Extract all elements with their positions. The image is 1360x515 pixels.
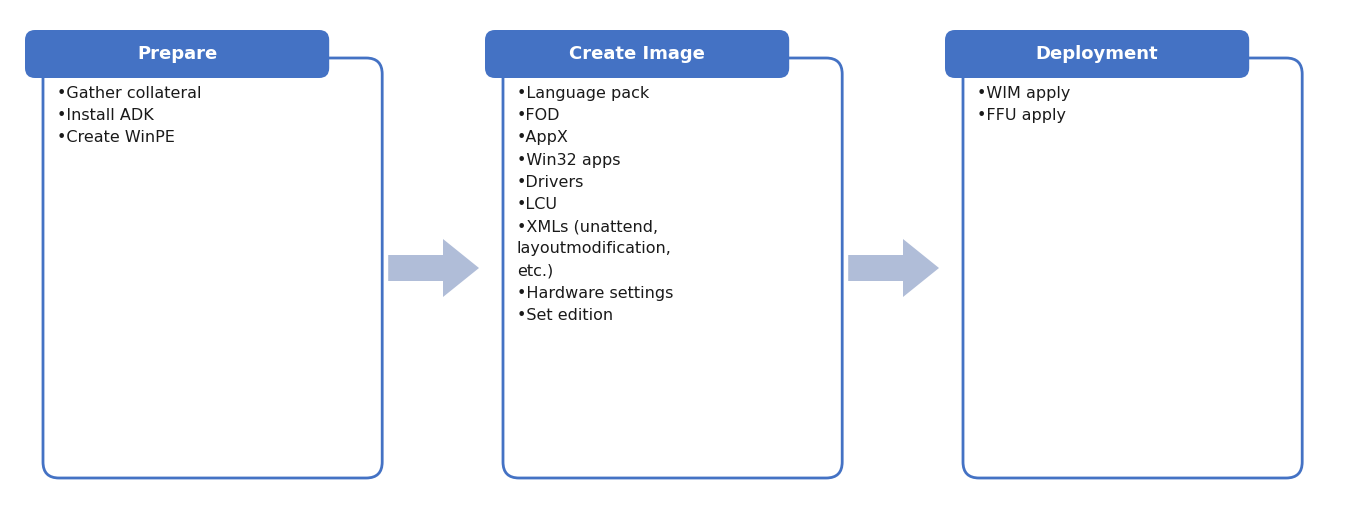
FancyBboxPatch shape [44, 58, 382, 478]
Text: Create Image: Create Image [570, 45, 704, 63]
Polygon shape [849, 239, 938, 297]
Polygon shape [388, 239, 479, 297]
FancyBboxPatch shape [24, 30, 329, 78]
Text: Prepare: Prepare [137, 45, 218, 63]
Text: Deployment: Deployment [1036, 45, 1159, 63]
FancyBboxPatch shape [503, 58, 842, 478]
FancyBboxPatch shape [486, 30, 789, 78]
Text: •Gather collateral
•Install ADK
•Create WinPE: •Gather collateral •Install ADK •Create … [57, 86, 201, 145]
FancyBboxPatch shape [963, 58, 1303, 478]
Text: •WIM apply
•FFU apply: •WIM apply •FFU apply [976, 86, 1070, 123]
Text: •Language pack
•FOD
•AppX
•Win32 apps
•Drivers
•LCU
•XMLs (unattend,
layoutmodif: •Language pack •FOD •AppX •Win32 apps •D… [517, 86, 673, 323]
FancyBboxPatch shape [945, 30, 1250, 78]
